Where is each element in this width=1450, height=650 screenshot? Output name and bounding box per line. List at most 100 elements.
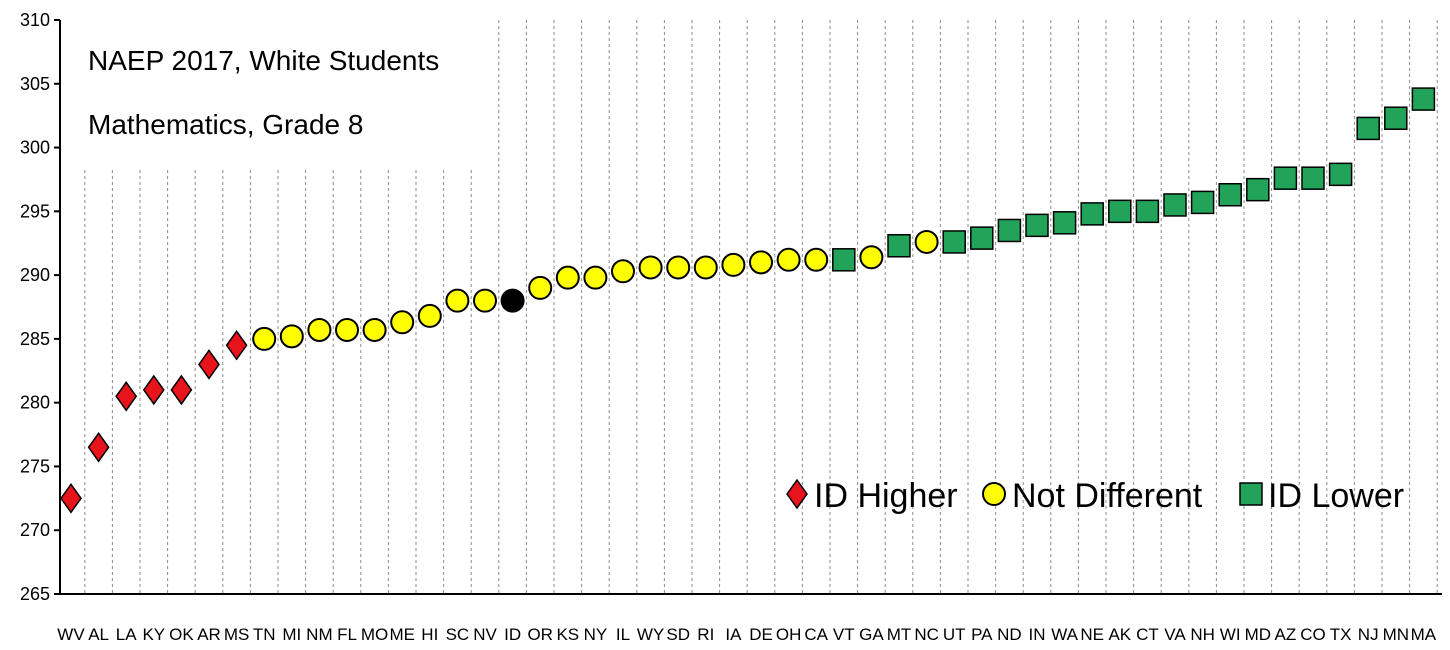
data-point-ky xyxy=(142,374,165,406)
x-tick-label: AL xyxy=(88,625,109,644)
data-point-ct xyxy=(1135,199,1160,224)
y-tick-label: 290 xyxy=(20,265,50,285)
x-tick-label: MI xyxy=(282,625,301,644)
legend: ID Higher Not Different ID Lower xyxy=(786,477,1404,515)
x-tick-label: NV xyxy=(473,625,497,644)
x-tick-label: VT xyxy=(833,625,855,644)
data-point-ga xyxy=(859,245,884,270)
x-tick-label: OR xyxy=(527,625,553,644)
x-tick-label: MS xyxy=(224,625,250,644)
data-point-nh xyxy=(1190,190,1215,215)
x-tick-label: NM xyxy=(306,625,332,644)
x-tick-label: IN xyxy=(1029,625,1046,644)
y-tick-label: 270 xyxy=(20,520,50,540)
x-tick-label: WV xyxy=(57,625,85,644)
legend-item-lower: ID Lower xyxy=(1239,477,1404,515)
data-point-md xyxy=(1246,177,1270,202)
legend-diamond-marker xyxy=(786,478,808,510)
x-tick-label: NY xyxy=(584,625,608,644)
x-tick-label: FL xyxy=(337,625,357,644)
data-point-wv xyxy=(60,483,82,514)
x-tick-label: MT xyxy=(887,625,912,644)
data-point-me xyxy=(390,310,415,335)
data-point-pa xyxy=(970,226,994,250)
data-point-al xyxy=(87,432,110,463)
x-tick-label: UT xyxy=(943,625,966,644)
data-point-nc xyxy=(914,229,939,254)
x-tick-label: CO xyxy=(1300,625,1326,644)
legend-item-same: Not Different xyxy=(982,477,1203,515)
data-point-mt xyxy=(887,234,911,258)
x-tick-label: SD xyxy=(666,625,690,644)
data-point-ri xyxy=(693,255,718,280)
data-point-oh xyxy=(776,247,801,272)
x-tick-label: PA xyxy=(971,625,993,644)
data-point-wi xyxy=(1218,183,1242,207)
data-point-vt xyxy=(832,248,856,272)
y-tick-label: 265 xyxy=(20,584,50,604)
y-tick-label: 305 xyxy=(20,74,50,94)
x-tick-label: NJ xyxy=(1358,625,1379,644)
x-tick-label: CT xyxy=(1136,625,1159,644)
title-line-1: NAEP 2017, White Students xyxy=(88,45,439,76)
data-point-nm xyxy=(307,317,332,342)
x-tick-label: AR xyxy=(197,625,221,644)
data-point-ut xyxy=(942,230,966,254)
data-point-ak xyxy=(1108,199,1132,224)
y-tick-label: 280 xyxy=(20,393,50,413)
data-point-tn xyxy=(252,326,277,351)
legend-label-higher: ID Higher xyxy=(814,477,958,515)
y-tick-label: 295 xyxy=(20,201,50,221)
data-point-ny xyxy=(583,265,608,290)
y-tick-label: 285 xyxy=(20,329,50,349)
x-tick-label: HI xyxy=(421,625,438,644)
data-point-mn xyxy=(1384,106,1408,130)
data-point-ia xyxy=(721,252,746,277)
legend-circle-marker xyxy=(982,482,1006,506)
x-tick-label: NH xyxy=(1190,625,1215,644)
data-point-ks xyxy=(555,265,580,290)
grid-lines xyxy=(84,20,1438,594)
x-tick-label: SC xyxy=(446,625,470,644)
x-tick-label: WI xyxy=(1220,625,1241,644)
x-tick-label: VA xyxy=(1164,625,1186,644)
y-tick-label: 275 xyxy=(20,456,50,476)
x-tick-label: ME xyxy=(389,625,415,644)
legend-label-lower: ID Lower xyxy=(1268,477,1404,515)
x-tick-label: MA xyxy=(1411,625,1437,644)
data-point-nj xyxy=(1356,116,1380,141)
data-point-wy xyxy=(638,255,663,280)
data-point-sd xyxy=(666,255,691,280)
x-tick-label: MD xyxy=(1245,625,1271,644)
data-point-mo xyxy=(362,317,387,342)
x-tick-label: KY xyxy=(142,625,165,644)
data-point-wa xyxy=(1052,211,1077,235)
data-point-nd xyxy=(997,218,1022,243)
chart-title: NAEP 2017, White Students Mathematics, G… xyxy=(88,45,439,140)
x-tick-label: AZ xyxy=(1275,625,1297,644)
data-point-va xyxy=(1163,193,1187,217)
x-tick-label: OK xyxy=(169,625,194,644)
x-tick-label: OH xyxy=(776,625,802,644)
data-point-nv xyxy=(473,288,497,313)
legend-square-marker xyxy=(1239,482,1263,506)
data-points xyxy=(60,87,1436,514)
x-tick-label: CA xyxy=(804,625,828,644)
data-point-ok xyxy=(170,374,193,406)
x-tick-label: LA xyxy=(116,625,137,644)
data-point-ma xyxy=(1411,87,1436,111)
data-point-or xyxy=(528,275,553,300)
x-tick-label: GA xyxy=(859,625,884,644)
x-tick-label: ID xyxy=(504,625,521,644)
x-tick-label: AK xyxy=(1108,625,1131,644)
title-line-2: Mathematics, Grade 8 xyxy=(88,109,363,140)
x-axis-ticks: WV AL LA KY OK AR MS TN MI NM FL MO ME HI SC NV ID OR KS NY… xyxy=(57,625,1437,644)
x-tick-label: MN xyxy=(1383,625,1409,644)
data-point-fl xyxy=(335,317,359,342)
data-point-de xyxy=(749,250,773,275)
data-point-hi xyxy=(417,303,442,328)
data-point-il xyxy=(611,259,635,284)
x-tick-label: KS xyxy=(556,625,579,644)
x-tick-label: TX xyxy=(1330,625,1352,644)
